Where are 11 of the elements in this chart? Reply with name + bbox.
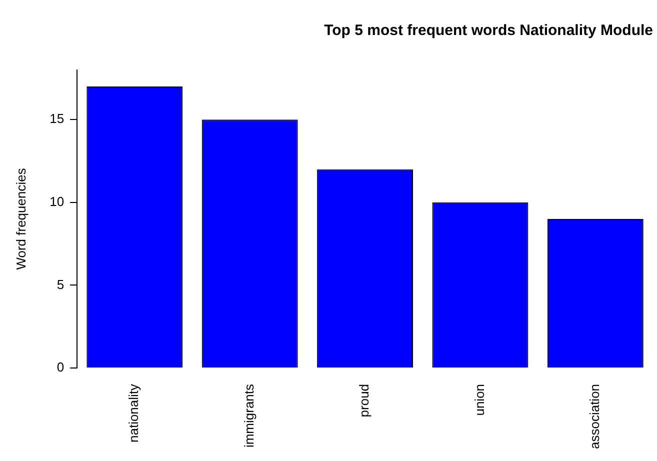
y-tick-label: 5 — [56, 276, 64, 292]
x-tick-label: union — [472, 384, 487, 416]
x-tick-label: proud — [356, 384, 372, 418]
x-tick-label: nationality — [126, 383, 142, 443]
x-tick-label: immigrants — [241, 383, 256, 448]
y-tick-label: 10 — [50, 194, 64, 210]
x-tick-label: association — [586, 384, 602, 450]
y-axis-title: Word frequencies — [13, 168, 28, 270]
y-tick-label: 0 — [56, 360, 64, 375]
chart-title: Top 5 most frequent words Nationality Module — [324, 22, 653, 40]
y-tick-label: 15 — [50, 111, 64, 126]
